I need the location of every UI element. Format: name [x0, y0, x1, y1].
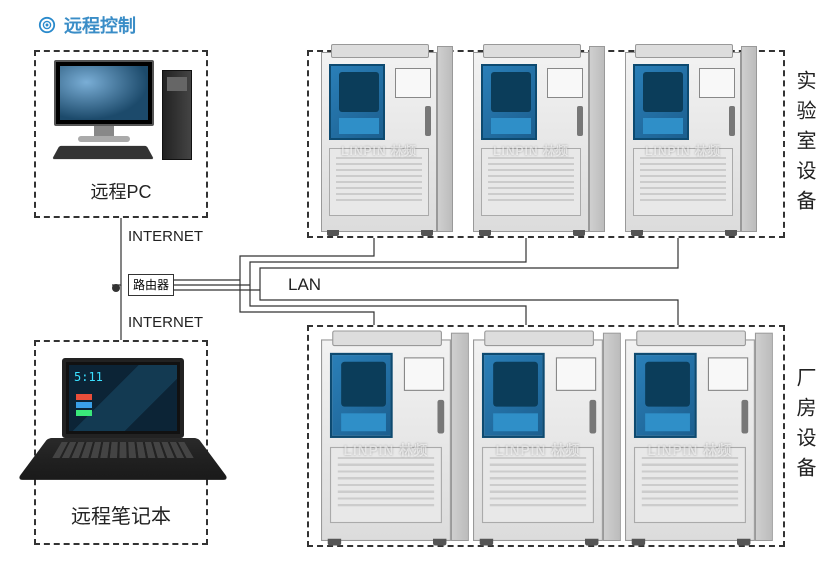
internet-label-top: INTERNET	[128, 228, 203, 245]
factory-label: 厂房设备	[790, 367, 819, 487]
chamber-icon: LINPIN 林频	[473, 333, 621, 541]
router-joint-icon	[112, 284, 120, 292]
remote-pc-node: 远程PC	[34, 50, 208, 218]
remote-pc-label: 远程PC	[36, 178, 206, 204]
lan-label: LAN	[288, 275, 321, 295]
chamber-icon: LINPIN 林频	[321, 46, 453, 232]
target-icon	[38, 16, 56, 34]
diagram-title: 远程控制	[38, 12, 136, 38]
laptop-icon: 5:11	[48, 358, 198, 488]
chamber-icon: LINPIN 林频	[473, 46, 605, 232]
lab-equipment-node: LINPIN 林频 LINPIN 林频 LINPIN 林频 实验室设备	[307, 50, 785, 238]
remote-laptop-node: 5:11 远程笔记本	[34, 340, 208, 545]
router-node: 路由器	[128, 274, 174, 296]
desktop-pc-icon	[54, 60, 192, 170]
laptop-clock: 5:11	[74, 370, 103, 384]
lab-label: 实验室设备	[790, 70, 819, 220]
chamber-icon: LINPIN 林频	[625, 46, 757, 232]
internet-label-bottom: INTERNET	[128, 314, 203, 331]
chamber-icon: LINPIN 林频	[625, 333, 773, 541]
title-text: 远程控制	[64, 12, 136, 38]
chamber-icon: LINPIN 林频	[321, 333, 469, 541]
factory-equipment-node: LINPIN 林频 LINPIN 林频 LINPIN 林频 厂房设备	[307, 325, 785, 547]
remote-laptop-label: 远程笔记本	[36, 500, 206, 529]
